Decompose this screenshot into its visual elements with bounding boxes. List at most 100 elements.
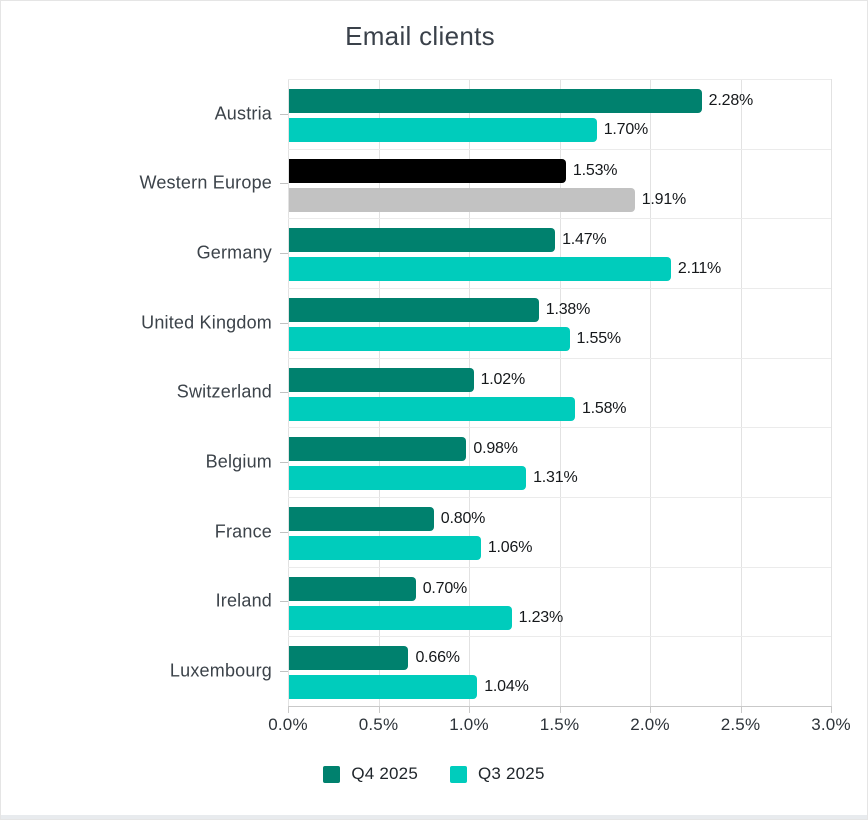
- legend-swatch: [450, 765, 467, 783]
- category-label: Western Europe: [139, 172, 272, 193]
- category-tick: [280, 531, 288, 533]
- horizontal-gridline: [288, 357, 831, 359]
- bar-q3-2025-belgium[interactable]: 1.31%: [289, 466, 578, 491]
- value-label: 0.66%: [415, 649, 460, 667]
- value-label: 0.80%: [440, 510, 486, 527]
- category-tick: [280, 183, 288, 185]
- horizontal-gridline: [288, 427, 831, 429]
- value-label: 1.70%: [603, 121, 649, 138]
- category-tick: [280, 253, 288, 255]
- x-axis-tick-label: 2.5%: [720, 715, 761, 734]
- bar-q4-2025-austria[interactable]: 2.28%: [289, 89, 753, 113]
- horizontal-gridline: [288, 218, 831, 220]
- bar-q3-2025-germany[interactable]: 2.11%: [289, 257, 721, 282]
- bar-q3-2025-switzerland[interactable]: 1.58%: [289, 396, 627, 421]
- bar-q3-2025-western-europe[interactable]: 1.91%: [289, 187, 686, 212]
- bar-q4-2025-united-kingdom[interactable]: 1.38%: [289, 298, 590, 322]
- vertical-gridline: [740, 79, 742, 706]
- value-label: 1.58%: [581, 399, 627, 417]
- value-label: 1.31%: [533, 469, 578, 487]
- bar-q3-2025-united-kingdom[interactable]: 1.55%: [289, 327, 621, 351]
- x-axis: 0.0% 0.5% 1.0% 1.5% 2.0% 2.5% 3.0%: [268, 706, 851, 746]
- category-row-united-kingdom: United Kingdom 1.38% 1.55%: [141, 288, 831, 358]
- bar-q3-2025-france[interactable]: 1.06%: [289, 536, 532, 560]
- legend-label: Q3 2025: [478, 764, 545, 783]
- legend-label: Q4 2025: [351, 764, 418, 783]
- value-label: 1.55%: [576, 330, 622, 347]
- bar-q3-2025-ireland[interactable]: 1.23%: [289, 605, 563, 630]
- horizontal-gridline: [288, 79, 831, 80]
- vertical-gridline: [650, 79, 651, 706]
- category-tick: [280, 601, 288, 603]
- category-row-switzerland: Switzerland 1.02% 1.58%: [177, 358, 831, 428]
- x-axis-tick-mark: [650, 706, 651, 713]
- horizontal-gridline: [288, 497, 831, 498]
- x-axis-tick-mark: [469, 706, 470, 713]
- category-label: Ireland: [215, 590, 272, 611]
- category-row-western-europe: Western Europe 1.53% 1.91%: [139, 149, 831, 219]
- category-label: United Kingdom: [141, 312, 272, 333]
- category-row-belgium: Belgium 0.98% 1.31%: [206, 427, 831, 497]
- category-row-ireland: Ireland 0.70% 1.23%: [216, 567, 831, 637]
- value-label: 1.91%: [641, 190, 687, 208]
- category-tick: [280, 671, 288, 673]
- horizontal-gridline: [288, 288, 831, 289]
- plot-area: Austria 2.28% 1.70% Western Europe 1.53% 1.91…: [139, 79, 832, 707]
- category-row-austria: Austria 2.28% 1.70%: [215, 79, 831, 149]
- vertical-gridline: [559, 79, 561, 706]
- bar-q3-2025-austria[interactable]: 1.70%: [289, 118, 648, 142]
- bar-q3-2025-luxembourg[interactable]: 1.04%: [289, 675, 529, 700]
- value-label: 1.04%: [484, 678, 529, 696]
- bar-q4-2025-belgium[interactable]: 0.98%: [289, 437, 518, 462]
- legend-item-q3-2025[interactable]: Q3 2025: [450, 764, 545, 784]
- x-axis-tick-mark: [288, 706, 289, 713]
- x-axis-tick-label: 1.5%: [539, 715, 580, 734]
- value-label: 2.11%: [677, 260, 722, 278]
- value-label: 1.53%: [572, 161, 618, 179]
- value-label: 1.38%: [545, 301, 591, 318]
- x-axis-tick-label: 0.5%: [358, 715, 399, 734]
- x-axis-tick-mark: [740, 706, 742, 713]
- category-tick: [280, 113, 288, 115]
- horizontal-gridline: [288, 566, 831, 568]
- x-axis-tick-label: 0.0%: [268, 715, 308, 734]
- vertical-gridline: [288, 79, 289, 706]
- category-row-germany: Germany 1.47% 2.11%: [197, 218, 831, 288]
- category-label: Germany: [196, 242, 272, 263]
- bar-q4-2025-western-europe[interactable]: 1.53%: [289, 158, 617, 183]
- chart-title: Email clients: [345, 21, 495, 51]
- category-tick: [280, 462, 288, 464]
- horizontal-gridline: [288, 148, 831, 150]
- category-row-france: France 0.80% 1.06%: [215, 497, 831, 567]
- window-bottom-edge: [1, 815, 867, 819]
- value-label: 1.23%: [518, 608, 564, 626]
- value-label: 1.47%: [562, 231, 607, 249]
- x-axis-tick-mark: [831, 706, 832, 713]
- value-label: 1.06%: [487, 539, 533, 556]
- legend-swatch: [323, 765, 341, 783]
- bar-q4-2025-ireland[interactable]: 0.70%: [289, 576, 467, 601]
- bar-q4-2025-france[interactable]: 0.80%: [289, 507, 485, 531]
- category-label: France: [214, 521, 272, 542]
- x-axis-tick-mark: [559, 706, 561, 713]
- value-label: 2.28%: [708, 92, 754, 109]
- bar-q4-2025-switzerland[interactable]: 1.02%: [289, 367, 525, 392]
- horizontal-gridline: [288, 636, 831, 638]
- category-label: Austria: [214, 103, 272, 124]
- value-label: 0.70%: [422, 579, 468, 597]
- category-label: Luxembourg: [169, 660, 272, 681]
- value-label: 0.98%: [473, 440, 518, 458]
- vertical-gridline: [831, 79, 832, 706]
- category-tick: [280, 392, 288, 394]
- category-row-luxembourg: Luxembourg 0.66% 1.04%: [170, 636, 831, 706]
- category-tick: [280, 322, 288, 324]
- value-label: 1.02%: [480, 370, 526, 388]
- bar-q4-2025-germany[interactable]: 1.47%: [289, 228, 607, 253]
- vertical-gridline: [469, 79, 470, 706]
- legend-item-q4-2025[interactable]: Q4 2025: [323, 764, 418, 784]
- bar-q4-2025-luxembourg[interactable]: 0.66%: [289, 646, 460, 671]
- category-label: Switzerland: [176, 381, 272, 402]
- x-axis-tick-label: 3.0%: [811, 715, 851, 734]
- x-axis-tick-mark: [378, 706, 380, 713]
